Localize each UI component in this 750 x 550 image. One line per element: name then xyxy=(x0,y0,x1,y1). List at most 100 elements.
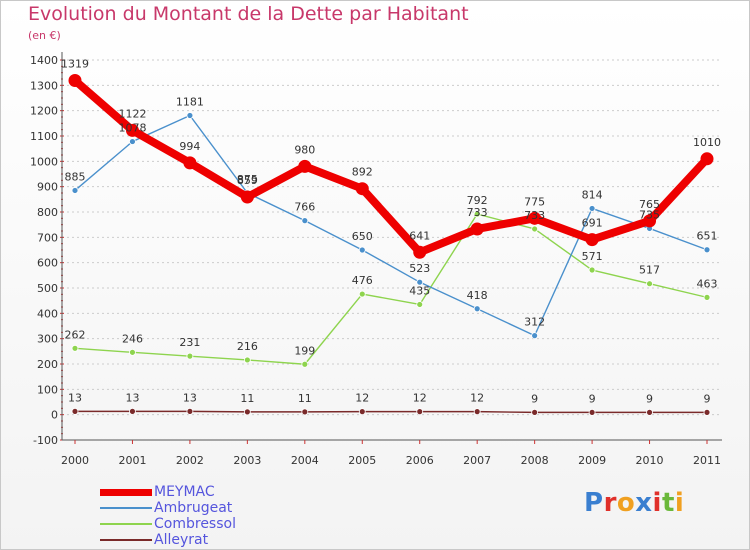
series-line xyxy=(74,410,708,414)
logo-letter: P xyxy=(584,488,604,518)
data-point xyxy=(358,408,366,416)
chart-title: Evolution du Montant de la Dette par Hab… xyxy=(28,3,469,25)
data-point xyxy=(243,356,251,364)
data-label: 9 xyxy=(646,392,653,405)
data-point xyxy=(68,74,82,88)
series-ambrugeat xyxy=(71,112,711,340)
data-point xyxy=(703,408,711,416)
data-point xyxy=(301,360,309,368)
legend-label: Alleyrat xyxy=(154,532,209,548)
series-alleyrat xyxy=(71,407,711,416)
data-label: 11 xyxy=(240,392,254,405)
legend-swatch-ambrugeat xyxy=(100,507,152,509)
logo-letter: i xyxy=(652,488,662,518)
data-point xyxy=(588,266,596,274)
data-point xyxy=(301,217,309,225)
grid xyxy=(62,59,722,441)
data-point xyxy=(531,408,539,416)
y-tick-label: 100 xyxy=(37,383,58,396)
data-point xyxy=(298,159,312,173)
data-label: 733 xyxy=(467,206,488,219)
legend-label: MEYMAC xyxy=(154,484,215,500)
proxiti-logo: Proxiti xyxy=(584,488,684,518)
logo-letter: x xyxy=(635,488,653,518)
data-point xyxy=(588,408,596,416)
data-label: 814 xyxy=(582,188,603,201)
data-label: 892 xyxy=(352,166,373,179)
data-point xyxy=(585,233,599,247)
x-tick-label: 2005 xyxy=(348,454,376,467)
data-labels: 13 13 13 11 11 12 12 12 9 9 9 9 262 246 231 216 199 476 43… xyxy=(61,58,721,406)
data-point xyxy=(358,290,366,298)
data-point xyxy=(646,280,653,288)
series-group xyxy=(68,74,714,416)
data-label: 13 xyxy=(68,391,82,404)
data-point xyxy=(71,407,79,415)
data-label: 1122 xyxy=(118,107,146,120)
legend-swatch-meymac xyxy=(100,488,152,496)
logo-letter: r xyxy=(603,488,617,518)
data-label: 792 xyxy=(467,194,488,207)
data-point xyxy=(473,305,481,313)
legend-item: Alleyrat xyxy=(100,532,236,548)
y-tick-label: 1100 xyxy=(30,130,58,143)
data-point xyxy=(473,408,481,416)
data-label: 766 xyxy=(294,201,315,214)
data-label: 463 xyxy=(697,277,718,290)
data-label: 476 xyxy=(352,274,373,287)
data-label: 765 xyxy=(639,198,660,211)
legend-item: Combressol xyxy=(100,516,236,532)
x-tick-label: 2010 xyxy=(636,454,664,467)
data-point xyxy=(528,211,542,225)
y-tick-label: 200 xyxy=(37,358,58,371)
data-point xyxy=(416,301,424,308)
data-label: 246 xyxy=(122,332,143,345)
logo-letter: o xyxy=(616,488,636,518)
data-label: 691 xyxy=(582,217,603,230)
data-point xyxy=(413,245,427,259)
data-point xyxy=(129,348,136,356)
data-point xyxy=(71,344,79,352)
data-point xyxy=(646,408,653,416)
data-label: 641 xyxy=(409,229,430,242)
data-label: 733 xyxy=(524,209,545,222)
logo-letter: i xyxy=(674,488,685,518)
data-label: 13 xyxy=(183,391,197,404)
data-label: 859 xyxy=(237,174,258,187)
data-label: 435 xyxy=(409,284,430,297)
y-tick-label: 1300 xyxy=(30,79,58,92)
data-point xyxy=(186,352,194,360)
data-point xyxy=(703,246,711,254)
y-tick-label: 0 xyxy=(51,409,58,422)
x-tick-label: 2003 xyxy=(233,454,261,467)
x-tick-label: 2009 xyxy=(578,454,606,467)
legend-label: Ambrugeat xyxy=(154,500,233,516)
data-point xyxy=(186,407,194,415)
x-tick-label: 2007 xyxy=(463,454,491,467)
data-label: 9 xyxy=(589,392,596,405)
y-tick-label: 600 xyxy=(37,257,58,270)
data-point xyxy=(358,246,366,254)
y-tick-label: 400 xyxy=(37,307,58,320)
series-line xyxy=(71,76,711,257)
data-label: 875 xyxy=(237,173,258,186)
data-label: 12 xyxy=(470,392,484,405)
legend-label: Combressol xyxy=(154,516,236,532)
chart-subtitle: (en €) xyxy=(28,29,61,42)
data-label: 650 xyxy=(352,230,373,243)
data-label: 517 xyxy=(639,264,660,277)
data-point xyxy=(71,187,79,194)
y-tick-label: 1400 xyxy=(30,54,58,67)
data-point xyxy=(703,293,711,301)
data-point xyxy=(355,182,369,196)
data-label: 13 xyxy=(125,391,139,404)
y-tick-label: -100 xyxy=(33,434,58,447)
axes: -100 0 100 200 300 400 500 600 700 800 900 1000 1100… xyxy=(30,52,722,467)
data-label: 1010 xyxy=(693,136,721,149)
y-tick-label: 700 xyxy=(37,231,58,244)
data-point xyxy=(416,278,424,286)
legend-swatch-alleyrat xyxy=(100,539,152,541)
data-label: 12 xyxy=(355,392,369,405)
